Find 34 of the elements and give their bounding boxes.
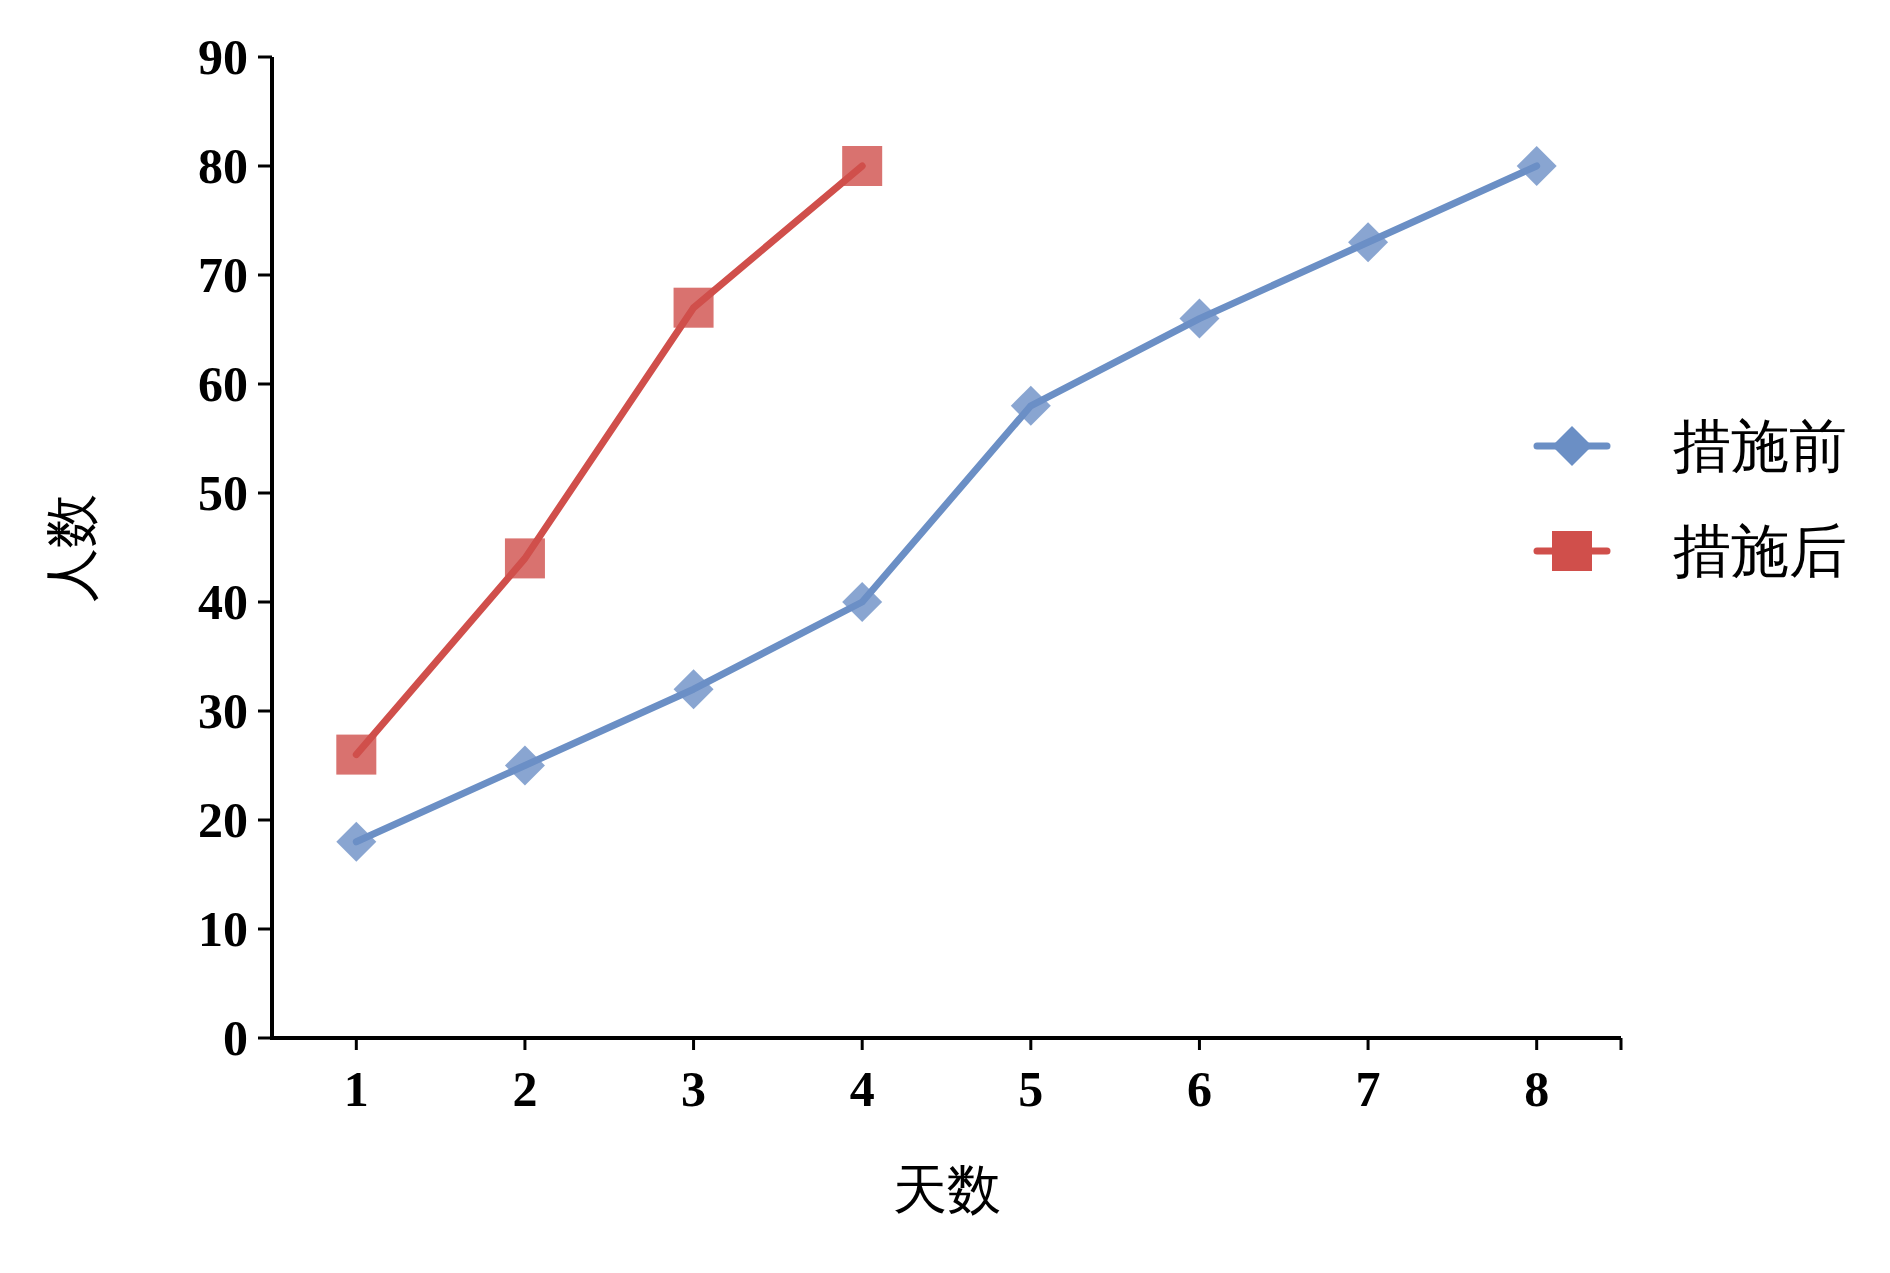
y-axis-title: 人数 — [42, 493, 102, 602]
point — [673, 669, 714, 710]
point — [1348, 222, 1389, 263]
point — [336, 734, 377, 775]
point — [504, 538, 545, 579]
legend-label: 措施后 — [1673, 518, 1847, 584]
y-tick-label: 60 — [198, 356, 248, 412]
y-tick-label: 10 — [198, 901, 248, 957]
y-tick-label: 90 — [198, 29, 248, 85]
point — [842, 582, 883, 622]
x-tick-label: 2 — [512, 1061, 538, 1117]
y-tick-label: 50 — [198, 465, 248, 521]
x-tick-label: 3 — [681, 1061, 707, 1117]
point — [1010, 385, 1051, 426]
x-tick-label: 5 — [1018, 1061, 1044, 1117]
x-tick-label: 1 — [343, 1061, 369, 1117]
y-tick-label: 20 — [198, 792, 248, 848]
x-axis-title: 天数 — [892, 1160, 1001, 1220]
y-tick-label: 0 — [223, 1010, 248, 1066]
x-tick-label: 7 — [1355, 1061, 1381, 1117]
y-tick-label: 40 — [198, 574, 248, 630]
x-tick-label: 4 — [849, 1061, 875, 1117]
y-tick-label: 70 — [198, 247, 248, 303]
point — [336, 821, 377, 862]
legend-label: 措施前 — [1673, 413, 1847, 479]
point — [673, 287, 714, 328]
x-tick-label: 8 — [1524, 1061, 1550, 1117]
point — [842, 146, 883, 186]
x-tick-label: 6 — [1186, 1061, 1212, 1117]
point — [1179, 298, 1220, 339]
point — [504, 745, 545, 786]
point — [1516, 146, 1557, 186]
y-tick-label: 30 — [198, 683, 248, 739]
y-tick-label: 80 — [198, 138, 248, 194]
